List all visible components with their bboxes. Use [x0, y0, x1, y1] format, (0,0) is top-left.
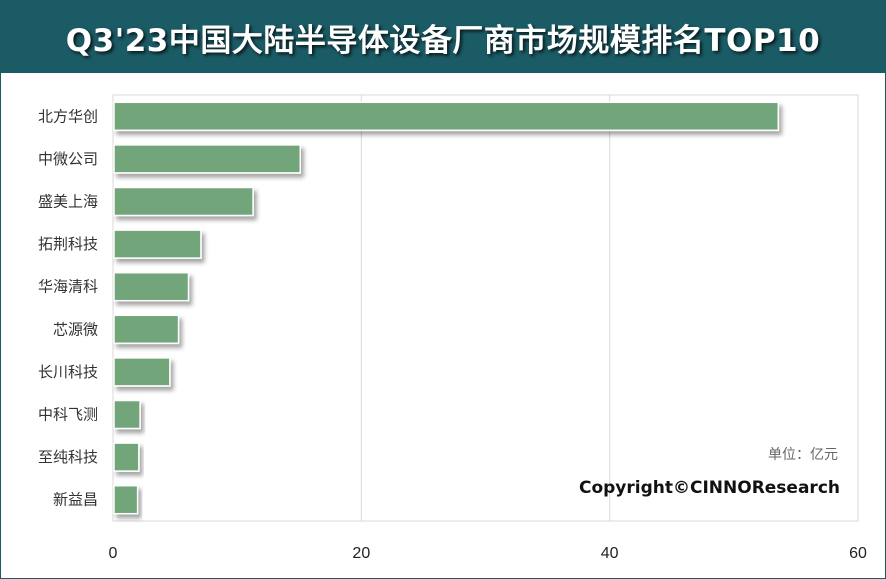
x-tick-label: 0 [109, 545, 118, 562]
category-label: 芯源微 [53, 320, 98, 338]
bar [113, 186, 254, 217]
copyright-text: Copyright©CINNOResearch [578, 478, 840, 498]
bar [113, 484, 139, 515]
bar [113, 399, 141, 430]
unit-note: 单位：亿元 [768, 447, 838, 463]
title-bar: Q3'23中国大陆半导体设备厂商市场规模排名TOP10 [1, 1, 885, 73]
chart-title: Q3'23中国大陆半导体设备厂商市场规模排名TOP10 [65, 22, 821, 59]
category-label: 北方华创 [38, 107, 98, 125]
bar [113, 144, 301, 174]
category-label: 新益昌 [53, 491, 98, 509]
category-label: 至纯科技 [38, 448, 98, 466]
x-tick-label: 60 [849, 545, 867, 562]
category-label: 中微公司 [38, 150, 98, 168]
grid-lines [112, 94, 859, 522]
x-tick-label: 20 [352, 545, 370, 562]
bar [113, 229, 202, 259]
bar [113, 271, 190, 302]
x-axis-ticks: 0 20 40 60 [109, 545, 867, 562]
category-label: 中科飞测 [38, 406, 98, 424]
category-label: 盛美上海 [38, 193, 98, 211]
bar [113, 357, 171, 387]
x-tick-label: 40 [601, 545, 619, 562]
category-label: 华海清科 [38, 278, 98, 296]
bar [113, 101, 780, 132]
category-label: 拓荆科技 [38, 235, 98, 253]
category-label: 长川科技 [38, 363, 98, 381]
bar [113, 442, 140, 472]
bar [113, 314, 180, 345]
bars [113, 101, 780, 515]
